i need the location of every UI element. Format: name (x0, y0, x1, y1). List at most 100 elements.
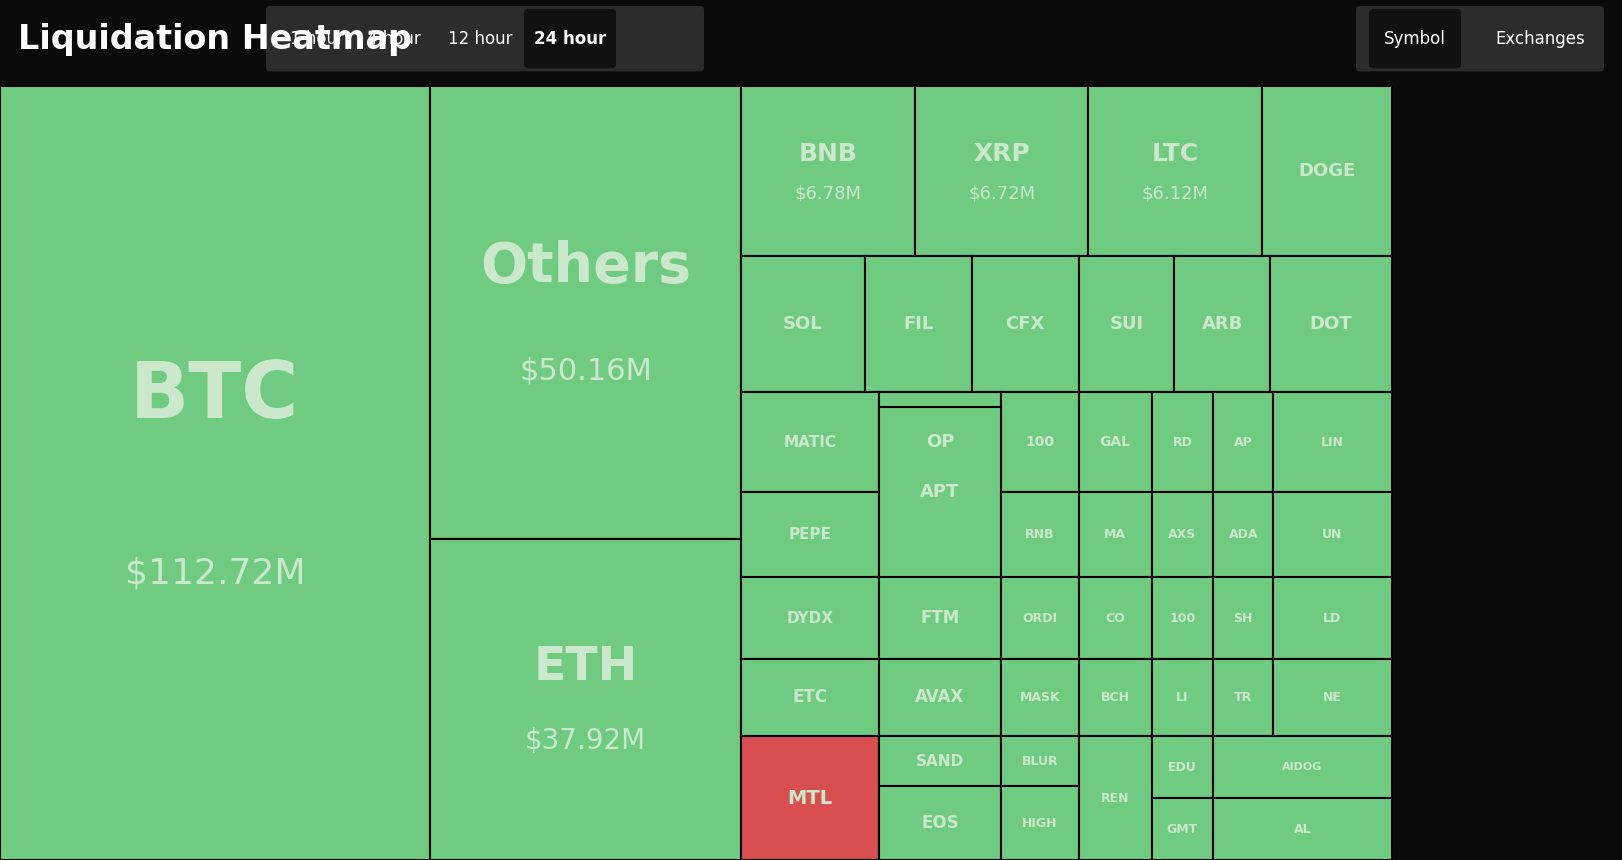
Bar (879, 659, 1001, 736)
FancyBboxPatch shape (1369, 9, 1461, 68)
Text: $6.78M: $6.78M (795, 184, 861, 202)
Bar (1079, 736, 1152, 860)
Bar (1213, 578, 1273, 659)
Text: UN: UN (1322, 528, 1343, 542)
Text: PEPE: PEPE (788, 527, 832, 543)
Bar (1001, 736, 1079, 786)
Bar (1001, 786, 1079, 860)
Bar (1174, 256, 1270, 392)
Bar (741, 86, 915, 256)
Bar (0, 86, 430, 860)
Text: ARB: ARB (1202, 315, 1242, 333)
Text: 100: 100 (1025, 435, 1054, 449)
Bar (741, 736, 879, 860)
Text: CO: CO (1105, 611, 1126, 624)
Bar (1152, 798, 1213, 860)
Text: FTM: FTM (920, 609, 960, 627)
Text: NE: NE (1324, 691, 1341, 704)
Bar (1001, 578, 1079, 659)
Bar (1001, 392, 1079, 492)
Text: AP: AP (1234, 435, 1252, 449)
Text: APT: APT (920, 483, 960, 501)
Text: $112.72M: $112.72M (125, 556, 305, 591)
Text: RNB: RNB (1025, 528, 1054, 542)
Bar (972, 256, 1079, 392)
Text: SH: SH (1234, 611, 1252, 624)
Bar (1273, 492, 1392, 578)
Bar (1152, 736, 1213, 798)
Text: FIL: FIL (903, 315, 933, 333)
Text: BCH: BCH (1101, 691, 1129, 704)
Text: Exchanges: Exchanges (1495, 30, 1585, 48)
Bar (1273, 659, 1392, 736)
Bar (1262, 86, 1392, 256)
Text: Others: Others (480, 240, 691, 294)
Bar (1273, 392, 1392, 492)
Bar (741, 578, 879, 659)
FancyBboxPatch shape (1356, 6, 1604, 71)
Text: GAL: GAL (1100, 435, 1131, 449)
Bar (1152, 392, 1213, 492)
Text: AVAX: AVAX (915, 689, 965, 706)
Bar (879, 392, 1001, 492)
Bar (1079, 578, 1152, 659)
Text: DYDX: DYDX (787, 611, 834, 625)
Text: $50.16M: $50.16M (519, 357, 652, 386)
Bar (430, 538, 741, 860)
Text: DOGE: DOGE (1298, 163, 1356, 180)
FancyBboxPatch shape (266, 6, 704, 71)
Text: ETH: ETH (534, 645, 637, 690)
Text: MTL: MTL (788, 789, 832, 808)
Bar (1001, 659, 1079, 736)
FancyBboxPatch shape (524, 9, 616, 68)
Bar (1270, 256, 1392, 392)
Text: 24 hour: 24 hour (534, 30, 607, 48)
Text: TR: TR (1234, 691, 1252, 704)
Text: SAND: SAND (916, 754, 963, 769)
Text: AXS: AXS (1168, 528, 1197, 542)
Bar (1213, 736, 1392, 798)
Text: MATIC: MATIC (783, 434, 837, 450)
Text: EOS: EOS (921, 814, 959, 832)
Bar (879, 578, 1001, 659)
Bar (879, 408, 1001, 578)
Text: EDU: EDU (1168, 760, 1197, 774)
Text: 1 hour: 1 hour (290, 30, 344, 48)
Bar (879, 786, 1001, 860)
Text: RD: RD (1173, 435, 1192, 449)
Bar (741, 492, 879, 578)
Text: $6.12M: $6.12M (1142, 184, 1208, 202)
Bar (1152, 578, 1213, 659)
Bar (1079, 256, 1174, 392)
Text: AIDOG: AIDOG (1283, 762, 1322, 772)
Bar (1152, 492, 1213, 578)
Bar (741, 392, 879, 492)
Text: BLUR: BLUR (1022, 755, 1058, 768)
Text: HIGH: HIGH (1022, 817, 1058, 830)
Text: Liquidation Heatmap: Liquidation Heatmap (18, 22, 412, 56)
Text: Symbol: Symbol (1384, 30, 1445, 48)
Bar (1152, 659, 1213, 736)
Bar (741, 659, 879, 736)
Bar (1213, 392, 1273, 492)
Text: OP: OP (926, 433, 954, 451)
Bar (865, 256, 972, 392)
Text: BTC: BTC (130, 358, 300, 433)
Text: 12 hour: 12 hour (448, 30, 513, 48)
Bar (430, 86, 741, 538)
Text: CFX: CFX (1006, 315, 1045, 333)
Bar (1079, 492, 1152, 578)
Bar (1079, 392, 1152, 492)
Text: MASK: MASK (1019, 691, 1061, 704)
Text: GMT: GMT (1166, 822, 1199, 836)
Text: $6.72M: $6.72M (968, 184, 1035, 202)
Text: $37.92M: $37.92M (526, 728, 646, 755)
Text: ORDI: ORDI (1022, 611, 1058, 624)
Text: REN: REN (1101, 791, 1129, 805)
Text: LI: LI (1176, 691, 1189, 704)
Text: ADA: ADA (1228, 528, 1259, 542)
Text: 4 hour: 4 hour (367, 30, 420, 48)
Text: BNB: BNB (798, 142, 858, 166)
Text: LIN: LIN (1320, 435, 1345, 449)
Text: AL: AL (1294, 822, 1311, 836)
